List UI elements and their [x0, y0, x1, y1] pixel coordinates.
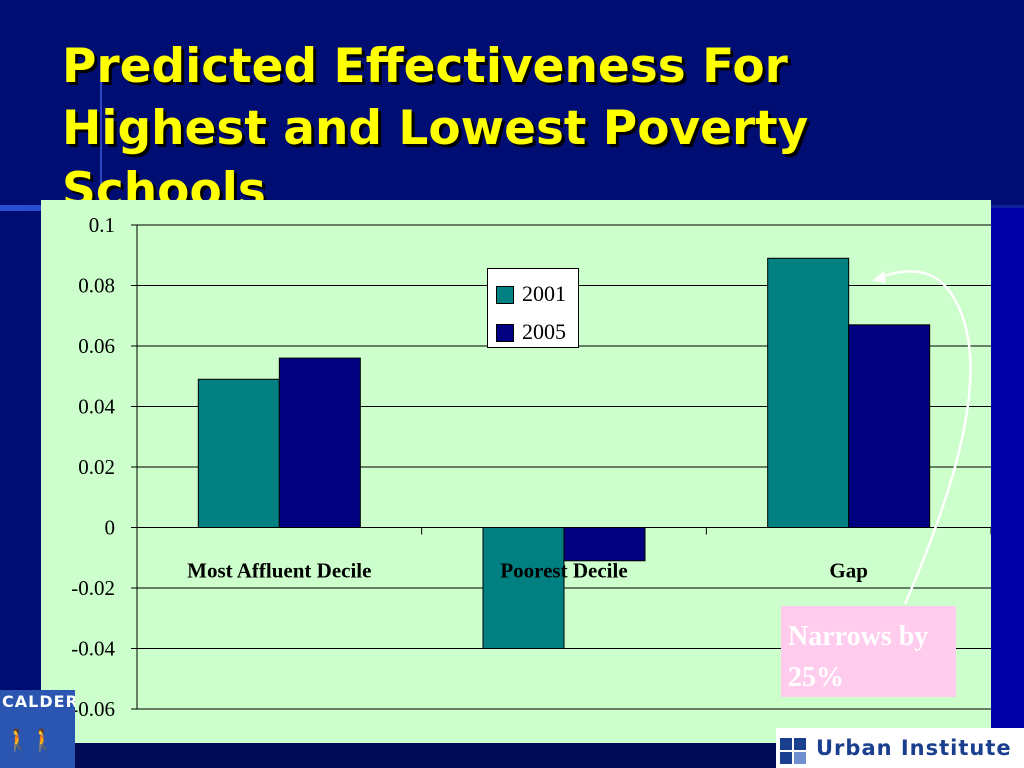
bar-chart: 0.1 0.08 0.06 0.04 0.02 0 -0.02 -0.04 -0.06 Most …	[71, 213, 991, 721]
bar-2005-1	[563, 527, 646, 562]
callout-box: Narrows by 25%	[781, 606, 956, 697]
bar-2005-0	[278, 357, 361, 528]
category-label: Most Affluent Decile	[187, 559, 371, 583]
y-tick-label: 0.02	[78, 455, 115, 479]
legend-swatch-2001	[496, 286, 514, 304]
bar-2005-2	[848, 324, 931, 528]
callout-text: Narrows by 25%	[788, 621, 929, 693]
y-tick-label: -0.02	[71, 576, 115, 600]
bar-2001-1	[482, 527, 565, 649]
y-tick-label: -0.06	[71, 697, 115, 721]
legend-label-2005: 2005	[522, 319, 566, 344]
background-right-panel	[990, 208, 1024, 728]
y-tick-label: 0.04	[78, 395, 115, 419]
category-label: Poorest Decile	[500, 559, 627, 583]
urban-logo-text: Urban Institute	[816, 736, 1012, 760]
slide-title: Predicted Effectiveness For Highest and …	[62, 39, 809, 206]
chart-legend: 2001 2005	[487, 268, 579, 348]
background-vertical-line	[100, 60, 102, 210]
people-figures-icon: 🚶🚶	[4, 728, 57, 753]
y-tick-label: 0.08	[78, 274, 115, 298]
y-tick-label: 0	[105, 516, 116, 540]
category-label: Gap	[829, 559, 868, 583]
y-tick-label: -0.04	[71, 637, 115, 661]
y-tick-label: 0.1	[89, 213, 115, 237]
calder-logo: CALDER 🚶🚶	[0, 690, 75, 768]
y-tick-label: 0.06	[78, 334, 115, 358]
urban-logo-mark-icon	[780, 738, 810, 766]
bar-2001-0	[197, 378, 280, 528]
calder-logo-text: CALDER	[2, 692, 75, 711]
legend-label-2001: 2001	[522, 281, 566, 306]
urban-institute-logo: Urban Institute	[776, 728, 1024, 768]
legend-swatch-2005	[496, 324, 514, 342]
